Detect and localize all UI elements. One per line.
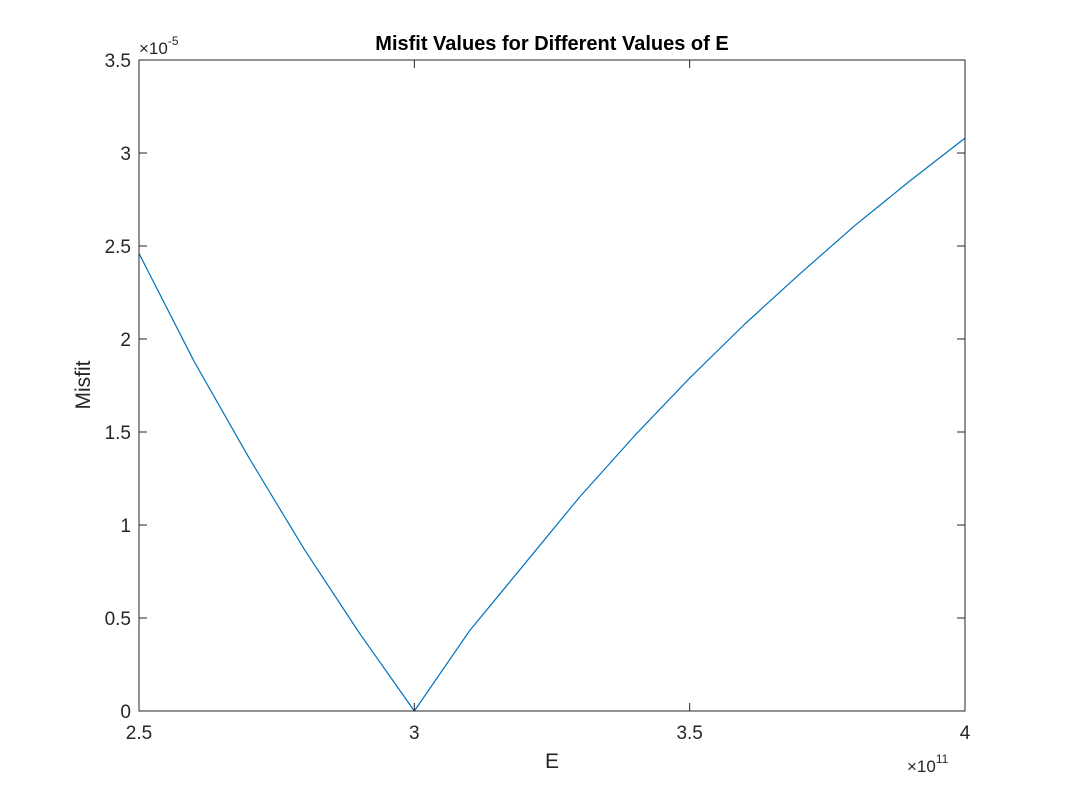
y-tick-label: 1 — [120, 516, 131, 537]
chart-title: Misfit Values for Different Values of E — [375, 33, 728, 55]
x-tick-label: 4 — [960, 723, 971, 744]
series-line-misfit — [138, 137, 966, 712]
y-tick-label: 1.5 — [105, 423, 131, 444]
y-exponent-label: ×10-5 — [139, 34, 179, 58]
y-tick-label: 0 — [120, 702, 131, 723]
y-tick-label: 3.5 — [105, 51, 131, 72]
y-tick-label: 0.5 — [105, 609, 131, 630]
y-exponent-base: ×10 — [139, 39, 168, 58]
x-axis-label: E — [545, 750, 559, 773]
x-exponent-base: ×10 — [907, 757, 936, 776]
x-exponent-power: 11 — [936, 752, 949, 766]
series-layer — [138, 137, 966, 712]
y-tick-label: 2 — [120, 330, 131, 351]
x-tick-label: 2.5 — [126, 723, 152, 744]
x-exponent-label: ×1011 — [907, 752, 949, 776]
ticks-layer: 2.5 3 3.5 4 0 0.5 1 1.5 2 2.5 3 3.5 — [105, 51, 971, 744]
y-axis-label: Misfit — [72, 360, 95, 409]
x-tick-label: 3 — [409, 723, 420, 744]
axes-background — [139, 60, 965, 711]
axes-box — [138, 59, 966, 712]
y-tick-label: 2.5 — [105, 237, 131, 258]
y-exponent-power: -5 — [168, 34, 179, 48]
x-tick-label: 3.5 — [676, 723, 702, 744]
y-tick-label: 3 — [120, 144, 131, 165]
